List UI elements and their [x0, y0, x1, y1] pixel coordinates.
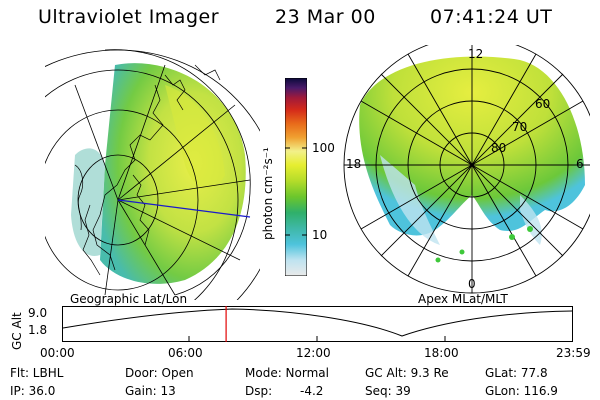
- polar-grid: [343, 45, 590, 294]
- sun-direction-line: [117, 199, 251, 218]
- polar-map: [343, 45, 590, 294]
- filter-info: Flt: LBHL: [10, 366, 64, 380]
- gc-altitude-info: GC Alt: 9.3 Re: [365, 366, 449, 380]
- altitude-ylabel: GC Alt: [10, 312, 24, 350]
- mlat-label-80: 80: [491, 141, 507, 155]
- ground-stations: [435, 226, 533, 263]
- glat-info: GLat: 77.8: [485, 366, 548, 380]
- coastlines: [74, 64, 221, 276]
- time-tick-1800: 18:00: [424, 346, 459, 360]
- glon-info: GLon: 116.9: [485, 384, 558, 398]
- time-tick-0000: 00:00: [40, 346, 75, 360]
- app-title: Ultraviolet Imager: [38, 6, 220, 28]
- mlt-label-12: 12: [468, 47, 484, 61]
- door-info: Door: Open: [125, 366, 194, 380]
- ip-info: IP: 36.0: [10, 384, 56, 398]
- mlt-label-18: 18: [346, 157, 362, 171]
- mlat-label-60: 60: [535, 97, 551, 111]
- time-tick-2359: 23:59: [556, 346, 591, 360]
- colorbar: [285, 78, 307, 276]
- altitude-ytick-high: 9.0: [28, 306, 48, 320]
- observation-time: 07:41:24 UT: [430, 6, 553, 28]
- observation-date: 23 Mar 00: [275, 6, 376, 28]
- mlt-label-6: 6: [576, 157, 584, 171]
- colorbar-unit-label: photon cm⁻²s⁻¹: [261, 147, 275, 240]
- altitude-ytick-low: 1.8: [28, 323, 48, 337]
- lat-lon-grid: [45, 49, 260, 300]
- mlt-label-0: 0: [468, 277, 476, 291]
- colorbar-tick-10: 10: [312, 228, 328, 242]
- left-map-caption: Geographic Lat/Lon: [70, 292, 188, 306]
- right-map-caption: Apex MLat/MLT: [418, 292, 508, 306]
- dsp-label: Dsp:: [245, 384, 273, 398]
- time-tick-1200: 12:00: [296, 346, 331, 360]
- timeline-ticks: [188, 336, 446, 342]
- mlat-label-70: 70: [512, 120, 528, 134]
- dsp-value: -4.2: [300, 384, 324, 398]
- mode-info: Mode: Normal: [245, 366, 329, 380]
- time-tick-0600: 06:00: [168, 346, 203, 360]
- altitude-curve: [62, 308, 573, 337]
- geographic-map: [45, 49, 260, 300]
- gain-info: Gain: 13: [125, 384, 176, 398]
- colorbar-tick-100: 100: [312, 141, 335, 155]
- altitude-timeline: [62, 306, 573, 342]
- earth-disk: [71, 63, 246, 284]
- sequence-info: Seq: 39: [365, 384, 411, 398]
